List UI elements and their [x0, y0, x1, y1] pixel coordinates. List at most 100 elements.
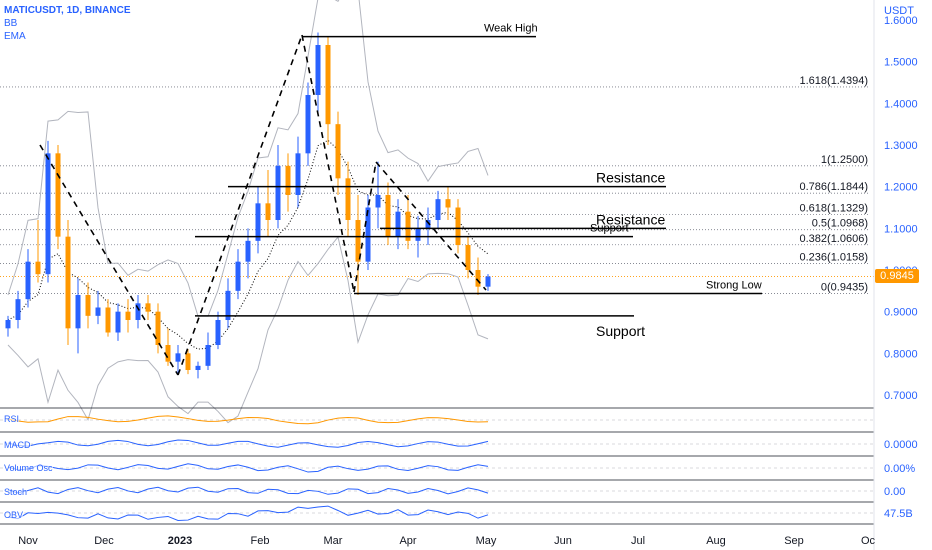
y-tick-label: 0.9000: [884, 307, 918, 319]
candle-body: [255, 203, 261, 241]
candle-body: [65, 236, 71, 329]
y-tick-label: 1.5000: [884, 57, 918, 69]
candle-body: [295, 153, 301, 195]
fibonacci-levels: 1.618(1.4394) 1(1.2500) 0.786(1.1844) 0.618…: [0, 75, 874, 294]
y-tick-label: 0.8000: [884, 348, 918, 360]
obv-label[interactable]: OBV: [4, 510, 24, 520]
candle-body: [165, 345, 171, 362]
stoch-label[interactable]: Stoch: [4, 487, 28, 497]
macd-label[interactable]: MACD: [4, 440, 31, 450]
candle-body: [195, 365, 201, 370]
candle-body: [425, 220, 431, 229]
candle-body: [125, 311, 131, 320]
x-tick-label: Feb: [251, 535, 270, 547]
oscillator-line: [7, 415, 489, 425]
candle-body: [15, 299, 21, 320]
y-tick-label: 1.3000: [884, 140, 918, 152]
x-tick-label: Sep: [784, 535, 804, 547]
rsi-label[interactable]: RSI: [4, 414, 20, 424]
candle-body: [85, 295, 91, 316]
candle-body: [175, 353, 181, 362]
candle-body: [385, 195, 391, 237]
y-tick-label: 1.4000: [884, 98, 918, 110]
y-tick-label: 0.7000: [884, 390, 918, 402]
candle-body: [405, 211, 411, 241]
candle-body: [285, 165, 291, 195]
x-tick-label: 2023: [168, 535, 192, 547]
trendline: [39, 144, 179, 376]
bb-indicator-label[interactable]: BB: [4, 18, 18, 29]
y-tick-label: 1.2000: [884, 182, 918, 194]
oscillator-line: [7, 463, 489, 473]
candle-body: [45, 153, 51, 275]
candle-body: [95, 307, 101, 316]
fib-level-label: 0(0.9435): [821, 282, 868, 294]
candle-body: [245, 240, 251, 262]
oscillator-line: [7, 439, 489, 448]
candles[interactable]: [5, 32, 491, 379]
candle-body: [315, 45, 321, 95]
x-tick-label: Mar: [324, 535, 343, 547]
candle-body: [225, 290, 231, 320]
candle-body: [25, 261, 31, 300]
candle-body: [215, 320, 221, 345]
fib-level-label: 0.618(1.1329): [800, 203, 869, 215]
fib-level-label: 0.382(1.0606): [800, 233, 869, 245]
x-tick-label: Apr: [399, 535, 416, 547]
annotation-label: Resistance: [596, 211, 665, 227]
x-tick-label: Jul: [631, 535, 645, 547]
candle-body: [235, 261, 241, 291]
trendline: [375, 161, 487, 291]
fib-level-label: 0.5(1.0968): [812, 218, 868, 230]
oscillator-line: [7, 505, 489, 521]
annotation-label: Support: [590, 223, 629, 235]
fib-level-label: 1(1.2500): [821, 154, 868, 166]
candle-body: [445, 199, 451, 208]
candle-body: [415, 228, 421, 241]
fib-level-label: 0.236(1.0158): [800, 251, 869, 263]
candle-body: [265, 203, 271, 220]
symbol-title[interactable]: MATICUSDT, 1D, BINANCE: [4, 5, 131, 16]
x-tick-label: Nov: [18, 535, 38, 547]
oscillator-line: [7, 486, 489, 495]
price-axis: 0.70000.80000.90001.00001.10001.20001.30…: [873, 0, 918, 550]
x-tick-label: Oc: [861, 535, 876, 547]
candle-body: [75, 295, 81, 329]
candle-body: [145, 303, 151, 312]
bb-upper-band: [7, 0, 489, 317]
candle-body: [475, 270, 481, 287]
candle-body: [465, 245, 471, 270]
candle-body: [205, 345, 211, 366]
volume-osc-label[interactable]: Volume Osc: [4, 463, 53, 473]
oscillator-axis-label: 0.00%: [884, 463, 915, 475]
candle-body: [455, 207, 461, 245]
candle-body: [325, 45, 331, 125]
annotation-label: Support: [596, 323, 645, 339]
trendline: [177, 34, 303, 376]
candle-body: [35, 261, 41, 275]
ema-indicator-label[interactable]: EMA: [4, 31, 26, 42]
candle-body: [5, 320, 11, 329]
x-tick-label: Aug: [706, 535, 726, 547]
oscillator-axis-label: 0.00: [884, 486, 905, 498]
annotation-label: Resistance: [596, 170, 665, 186]
candle-body: [185, 353, 191, 370]
candle-body: [355, 220, 361, 262]
candle-body: [335, 124, 341, 179]
currency-unit: USDT: [884, 5, 914, 17]
annotations: Weak HighResistanceResistanceSupportStro…: [39, 23, 762, 376]
candle-body: [365, 207, 371, 262]
candle-body: [105, 307, 111, 333]
candle-body: [395, 211, 401, 237]
candle-body: [115, 311, 121, 333]
bb-lower-band: [7, 235, 489, 424]
x-tick-label: May: [476, 535, 497, 547]
x-tick-label: Jun: [554, 535, 572, 547]
x-tick-label: Dec: [94, 535, 114, 547]
chart-legend: MATICUSDT, 1D, BINANCE BB EMA: [4, 4, 130, 43]
candle-body: [375, 195, 381, 208]
annotation-label: Strong Low: [706, 280, 762, 292]
fib-level-label: 1.618(1.4394): [800, 75, 869, 87]
candle-body: [305, 95, 311, 154]
